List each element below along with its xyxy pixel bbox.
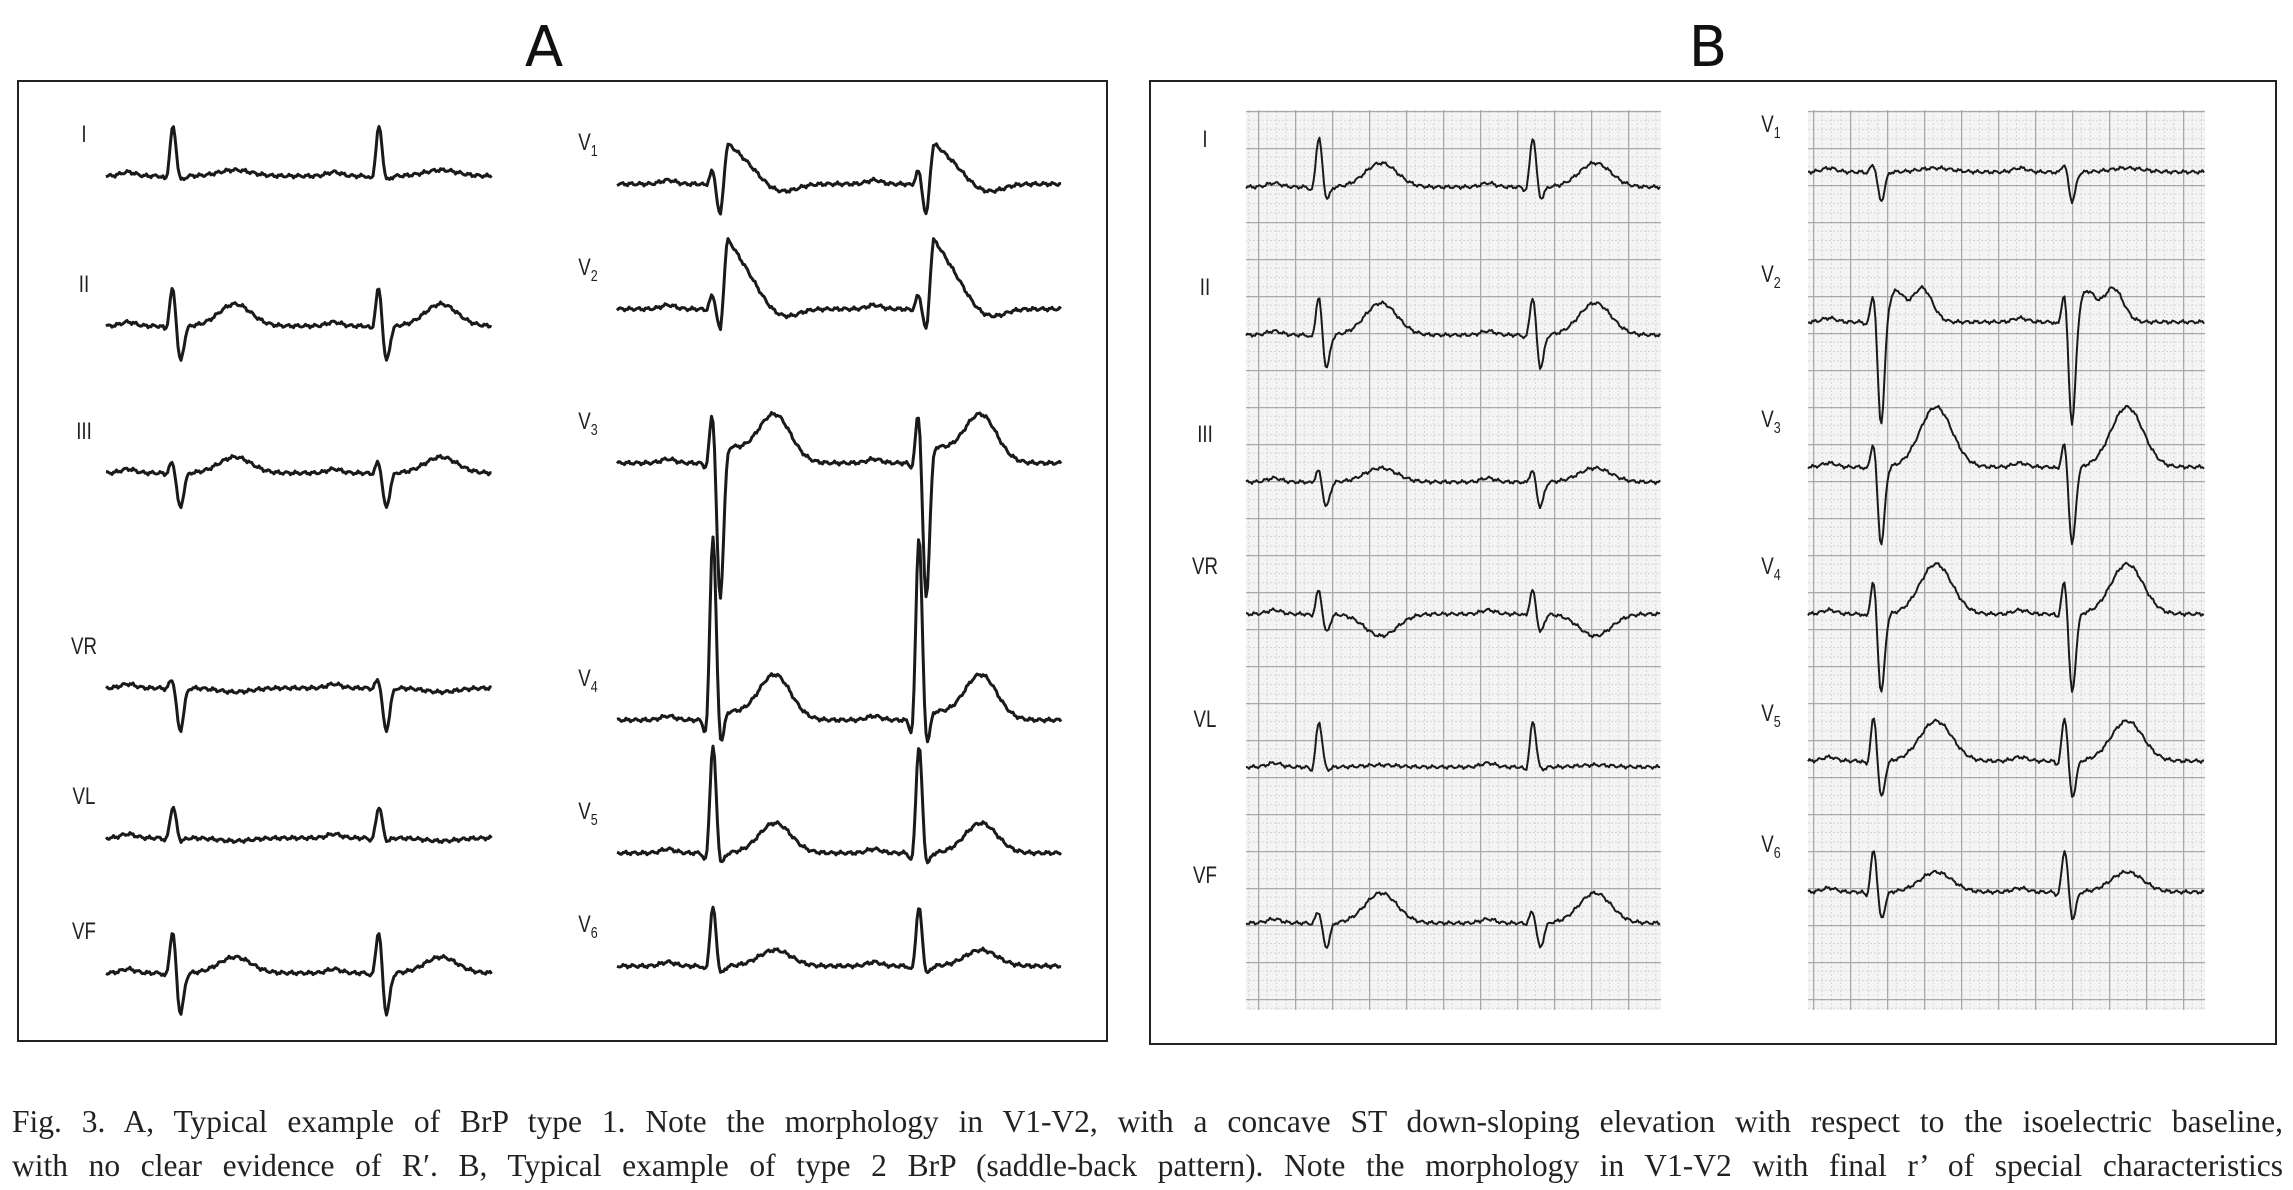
ecg-trace xyxy=(1245,588,1661,639)
lead-subscript: 3 xyxy=(591,422,598,440)
lead-subscript: 5 xyxy=(591,812,598,830)
lead-name: V xyxy=(578,798,591,825)
lead-name: V xyxy=(578,665,591,692)
lead-name: V xyxy=(1761,700,1774,727)
lead-subscript: 3 xyxy=(1774,420,1781,438)
lead-label: VR xyxy=(1192,553,1218,580)
lead-name: II xyxy=(79,271,89,298)
ecg-trace xyxy=(616,905,1062,975)
lead-label: V5 xyxy=(578,798,597,830)
traces xyxy=(104,125,2205,1017)
lead-subscript: 4 xyxy=(1774,567,1781,585)
ecg-trace xyxy=(615,237,1062,332)
ecg-trace xyxy=(1807,404,2205,546)
ecg-trace xyxy=(616,535,1063,744)
lead-name: V xyxy=(1761,406,1774,433)
lead-label: III xyxy=(76,418,92,445)
lead-name: I xyxy=(81,121,86,148)
ecg-trace xyxy=(105,932,493,1017)
lead-name: VL xyxy=(1194,706,1217,733)
lead-subscript: 2 xyxy=(1774,275,1781,293)
panel-b-frame xyxy=(1149,80,2277,1045)
lead-label: V4 xyxy=(578,665,597,697)
lead-label: VL xyxy=(73,783,96,810)
lead-subscript: 2 xyxy=(591,268,598,286)
lead-label: VR xyxy=(71,633,97,660)
lead-label: V3 xyxy=(578,408,597,440)
ecg-trace xyxy=(615,411,1063,600)
lead-name: VF xyxy=(1193,862,1217,889)
lead-name: V xyxy=(578,129,591,156)
ecg-trace xyxy=(1807,717,2205,798)
lead-label: VL xyxy=(1194,706,1217,733)
lead-label: II xyxy=(1200,274,1210,301)
lead-name: VR xyxy=(1192,553,1218,580)
figure: A B IIIIIIVRVLVFV1V2V3V4V5V6IIIIIIVRVLVF… xyxy=(17,15,2277,1045)
lead-subscript: 6 xyxy=(1774,845,1781,863)
lead-labels: IIIIIIVRVLVFV1V2V3V4V5V6IIIIIIVRVLVFV1V2… xyxy=(71,111,1781,945)
panel-a-frame xyxy=(17,80,1108,1042)
lead-name: V xyxy=(1761,261,1774,288)
ecg-trace xyxy=(1245,297,1661,370)
lead-subscript: 1 xyxy=(591,143,598,161)
lead-label: V4 xyxy=(1761,553,1780,585)
lead-label: V2 xyxy=(578,254,597,286)
lead-label: V1 xyxy=(1761,111,1780,143)
lead-label: VF xyxy=(72,918,96,945)
ecg-trace xyxy=(105,678,493,734)
lead-name: II xyxy=(1200,274,1210,301)
lead-name: VR xyxy=(71,633,97,660)
lead-label: VF xyxy=(1193,862,1217,889)
lead-label: V6 xyxy=(1761,831,1780,863)
ecg-trace xyxy=(1807,285,2205,426)
ecg-trace xyxy=(105,287,493,362)
ecg-trace xyxy=(616,744,1063,865)
ecg-grid xyxy=(1246,110,1661,1010)
ecg-trace xyxy=(106,454,492,510)
ecg-grid xyxy=(1808,110,2205,1010)
ecg-trace xyxy=(104,805,493,844)
lead-name: V xyxy=(578,408,591,435)
lead-subscript: 4 xyxy=(591,679,598,697)
lead-name: VF xyxy=(72,918,96,945)
ecg-trace xyxy=(1807,850,2205,921)
ecg-trace xyxy=(1807,561,2205,693)
lead-label: V3 xyxy=(1761,406,1780,438)
lead-name: III xyxy=(1197,421,1213,448)
ecg-trace xyxy=(1245,136,1661,200)
ecg-trace xyxy=(1245,721,1661,772)
lead-label: III xyxy=(1197,421,1213,448)
ecg-trace xyxy=(1245,890,1661,949)
lead-name: V xyxy=(578,911,591,938)
panel-label: A xyxy=(525,15,563,80)
ecg-trace xyxy=(1807,163,2205,204)
lead-label: I xyxy=(81,121,86,148)
lead-label: V5 xyxy=(1761,700,1780,732)
lead-label: I xyxy=(1202,126,1207,153)
lead-subscript: 5 xyxy=(1774,714,1781,732)
lead-label: V2 xyxy=(1761,261,1780,293)
lead-name: VL xyxy=(73,783,96,810)
lead-name: I xyxy=(1202,126,1207,153)
lead-name: III xyxy=(76,418,92,445)
lead-label: II xyxy=(79,271,89,298)
caption-line: with no clear evidence of R′. B, Typical… xyxy=(12,1148,2283,1183)
ecg-trace xyxy=(105,125,493,182)
lead-subscript: 6 xyxy=(591,925,598,943)
lead-subscript: 1 xyxy=(1774,125,1781,143)
caption-line: Fig. 3. A, Typical example of BrP type 1… xyxy=(12,1104,2283,1139)
lead-name: V xyxy=(1761,111,1774,138)
ecg-trace xyxy=(616,142,1062,216)
panel-label: B xyxy=(1689,15,1727,80)
lead-name: V xyxy=(578,254,591,281)
lead-name: V xyxy=(1761,831,1774,858)
lead-label: V1 xyxy=(578,129,597,161)
lead-label: V6 xyxy=(578,911,597,943)
lead-name: V xyxy=(1761,553,1774,580)
ecg-trace xyxy=(1245,465,1661,510)
